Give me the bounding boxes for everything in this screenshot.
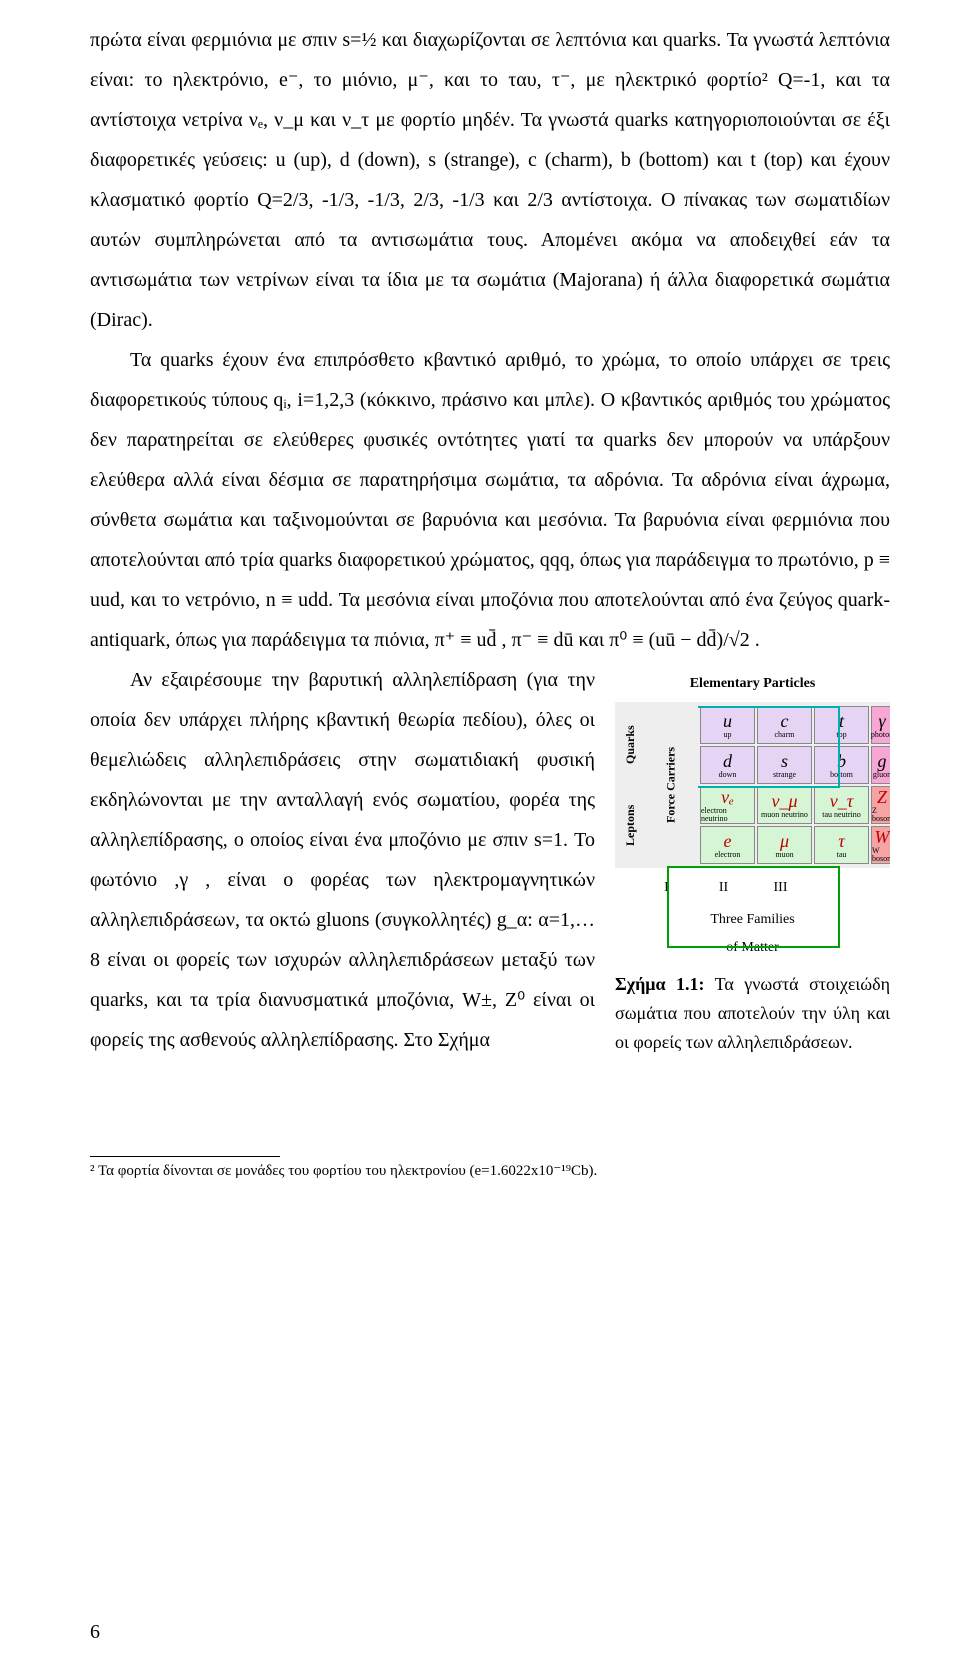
cell-e: eelectron (700, 826, 755, 864)
paragraph-1: πρώτα είναι φερμιόνια με σπιν s=½ και δι… (90, 20, 890, 340)
cell-tau: τtau (814, 826, 869, 864)
cell-d: ddown (700, 746, 755, 784)
cell-t: ttop (814, 706, 869, 744)
cell-b: bbottom (814, 746, 869, 784)
figure-title: Elementary Particles (615, 670, 890, 698)
footnote-rule (90, 1156, 280, 1157)
quarks-label: Quarks (619, 706, 641, 784)
cell-mu: μmuon (757, 826, 812, 864)
figure-generations: I II III (615, 874, 890, 902)
cell-z: ZZ boson (871, 786, 890, 824)
cell-gluon: ggluon (871, 746, 890, 784)
cell-s: sstrange (757, 746, 812, 784)
body-text-block: πρώτα είναι φερμιόνια με σπιν s=½ και δι… (90, 20, 890, 1066)
cell-c: ccharm (757, 706, 812, 744)
paragraph-2: Τα quarks έχουν ένα επιπρόσθετο κβαντικό… (90, 340, 890, 660)
cell-vmu: ν_μmuon neutrino (757, 786, 812, 824)
page-number: 6 (90, 1621, 100, 1644)
figure-elementary-particles: Elementary Particles Quarks uup ccharm t… (615, 670, 890, 1056)
force-carriers-label: Force Carriers (643, 706, 698, 864)
figure-families-label: Three Families of Matter (615, 906, 890, 962)
cell-u: uup (700, 706, 755, 744)
figure-caption: Σχήμα 1.1: Τα γνωστά στοιχειώδη σωμάτια … (615, 970, 890, 1056)
footnote: ² Τα φορτία δίνονται σε μονάδες του φορτ… (90, 1161, 890, 1182)
cell-vtau: ν_τtau neutrino (814, 786, 869, 824)
cell-ve: νₑelectron neutrino (700, 786, 755, 824)
cell-photon: γphoton (871, 706, 890, 744)
cell-w: WW boson (871, 826, 890, 864)
leptons-label: Leptons (619, 786, 641, 864)
